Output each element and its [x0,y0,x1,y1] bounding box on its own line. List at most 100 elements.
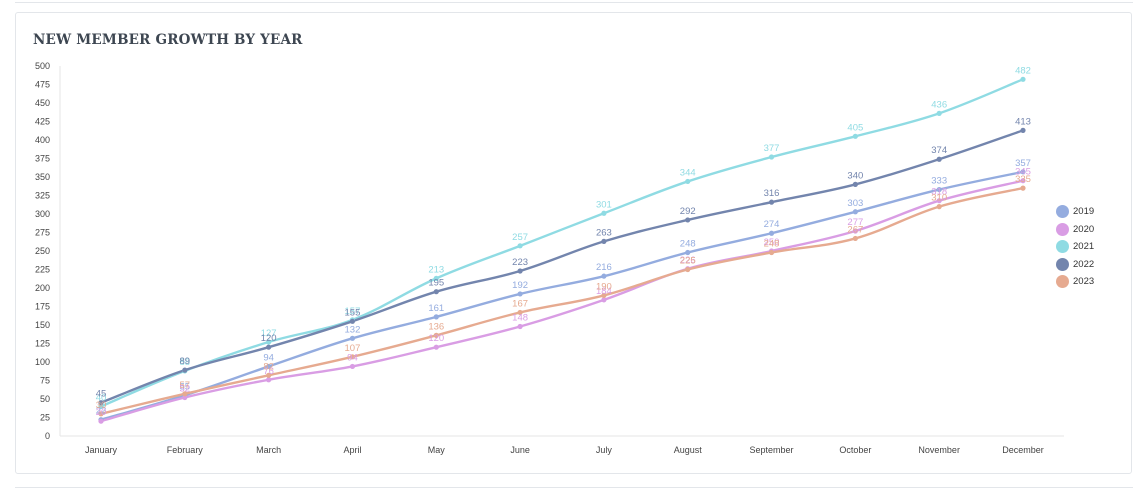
data-point-2023 [852,235,858,242]
data-label-2019: 22 [96,406,107,417]
data-label-2022: 374 [931,145,947,156]
y-tick-label: 375 [35,154,50,164]
data-label-2020: 148 [512,312,528,323]
data-label-2023: 136 [428,321,444,332]
legend-item-2020[interactable]: 2020 [1056,221,1094,239]
data-point-2022 [852,181,858,187]
data-point-2019 [433,314,439,320]
y-tick-label: 225 [35,265,50,275]
data-label-2023: 30 [96,400,107,411]
y-tick-label: 100 [35,357,50,367]
data-point-2019 [517,291,523,297]
x-tick-label: December [1002,445,1044,455]
data-label-2023: 190 [596,281,612,292]
data-point-2020 [266,377,272,383]
data-point-2023 [601,292,607,298]
x-tick-label: February [167,445,204,455]
y-tick-label: 0 [45,431,50,441]
data-label-2021: 482 [1015,65,1031,76]
data-point-2022 [936,156,942,162]
data-label-2020: 120 [428,333,444,344]
legend-item-2021[interactable]: 2021 [1056,238,1094,256]
data-label-2019: 94 [263,352,274,363]
data-point-2022 [433,289,439,295]
data-label-2023: 107 [345,343,361,354]
data-point-2021 [601,210,607,216]
x-tick-label: November [918,445,960,455]
data-point-2020 [349,363,356,370]
y-tick-label: 400 [35,135,50,145]
data-label-2021: 88 [180,357,191,368]
data-label-2023: 267 [847,224,863,235]
data-label-2019: 161 [428,303,444,314]
data-label-2021: 377 [764,143,780,154]
data-point-2023 [936,204,942,210]
data-label-2020: 226 [680,255,696,266]
series-line-2021 [100,78,1024,408]
legend-swatch [1056,205,1069,219]
data-label-2023: 82 [263,361,274,372]
data-point-2019 [1020,169,1026,175]
legend-label: 2019 [1073,206,1095,218]
data-point-2019 [685,249,691,256]
data-point-2019 [768,230,775,236]
data-label-2021: 157 [345,306,361,317]
chart-title: NEW MEMBER GROWTH BY YEAR [33,32,303,48]
data-label-2022: 340 [847,170,863,181]
data-point-2020 [98,418,104,424]
data-label-2022: 292 [680,206,696,217]
data-point-2020 [936,198,942,204]
data-point-2021 [517,243,523,249]
data-point-2022 [182,367,188,373]
data-point-2023 [349,354,356,360]
data-point-2020 [601,297,607,303]
data-label-2022: 223 [512,257,528,268]
data-label-2021: 213 [428,264,444,275]
data-point-2021 [685,178,691,185]
data-point-2020 [852,228,858,234]
y-tick-label: 50 [40,394,50,404]
data-point-2021 [266,339,272,345]
data-label-2020: 184 [596,286,612,297]
data-label-2020: 94 [347,352,358,363]
legend-label: 2021 [1073,241,1095,253]
data-point-2022 [266,344,272,350]
data-point-2023 [433,332,439,338]
y-tick-label: 200 [35,283,50,293]
x-tick-label: October [839,445,871,455]
series-line-2020 [100,179,1024,423]
x-tick-label: January [85,445,118,455]
x-tick-label: April [343,445,361,455]
legend-swatch [1056,240,1069,254]
data-label-2021: 344 [680,167,696,178]
data-label-2022: 120 [261,333,277,344]
data-point-2019 [601,273,607,279]
data-point-2021 [936,110,942,116]
data-point-2020 [433,344,439,350]
data-label-2020: 20 [96,407,107,418]
data-point-2022 [349,318,356,324]
data-label-2021: 127 [261,328,277,339]
data-point-2019 [349,335,356,341]
data-label-2022: 263 [596,227,612,238]
top-divider [15,0,1133,3]
legend-label: 2023 [1073,276,1095,288]
data-point-2023 [266,372,272,378]
data-label-2023: 225 [680,256,696,267]
y-tick-label: 500 [35,61,50,71]
data-point-2023 [517,309,523,316]
y-tick-label: 450 [35,98,50,108]
data-label-2019: 274 [764,219,780,230]
legend-item-2022[interactable]: 2022 [1056,256,1094,274]
data-label-2022: 45 [96,389,107,400]
data-label-2022: 316 [764,188,780,199]
data-label-2022: 195 [428,278,444,289]
legend-item-2019[interactable]: 2019 [1056,203,1094,221]
legend-swatch [1056,275,1069,289]
data-label-2020: 76 [263,366,274,377]
y-tick-label: 300 [35,209,50,219]
data-label-2020: 52 [180,384,191,395]
data-point-2022 [601,238,607,244]
legend-item-2023[interactable]: 2023 [1056,273,1094,291]
data-point-2022 [685,217,691,223]
